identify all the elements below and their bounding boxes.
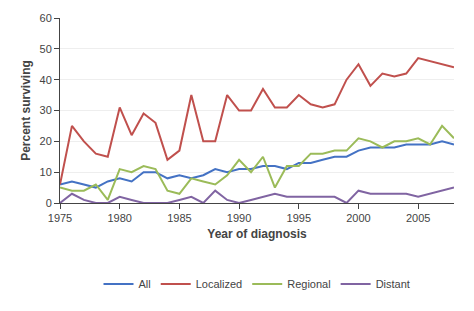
- svg-text:1980: 1980: [107, 212, 131, 224]
- svg-text:40: 40: [40, 74, 52, 86]
- svg-text:60: 60: [40, 12, 52, 24]
- svg-text:1985: 1985: [167, 212, 191, 224]
- svg-text:2005: 2005: [406, 212, 430, 224]
- svg-text:1975: 1975: [48, 212, 72, 224]
- svg-text:Regional: Regional: [287, 278, 330, 290]
- svg-text:Distant: Distant: [376, 278, 410, 290]
- svg-text:All: All: [139, 278, 151, 290]
- svg-text:Year of diagnosis: Year of diagnosis: [207, 227, 307, 241]
- svg-text:Localized: Localized: [196, 278, 242, 290]
- svg-text:1990: 1990: [227, 212, 251, 224]
- svg-text:50: 50: [40, 43, 52, 55]
- svg-text:0: 0: [46, 197, 52, 209]
- svg-text:20: 20: [40, 135, 52, 147]
- svg-text:10: 10: [40, 166, 52, 178]
- svg-text:2000: 2000: [346, 212, 370, 224]
- svg-text:Percent surviving: Percent surviving: [19, 60, 33, 161]
- svg-text:1995: 1995: [287, 212, 311, 224]
- svg-text:30: 30: [40, 104, 52, 116]
